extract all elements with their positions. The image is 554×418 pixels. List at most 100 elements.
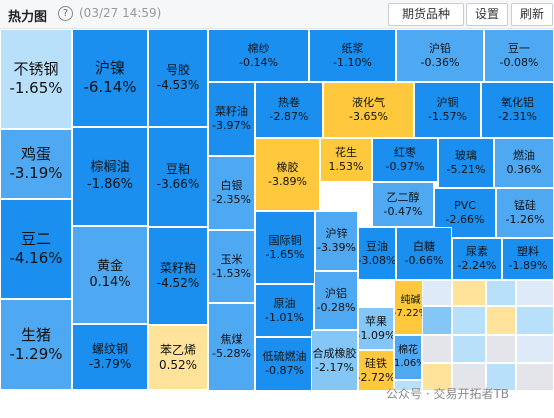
heatmap-cell[interactable] [422,335,452,363]
heatmap-cell[interactable]: 玻璃 -5.21% [438,138,494,188]
heatmap-cell[interactable]: 硅铁 -2.72% [358,350,394,391]
cell-name: 焦煤 [220,333,243,347]
heatmap-cell[interactable] [452,306,486,335]
heatmap-cell[interactable]: 乙二醇 -0.47% [372,182,434,227]
cell-name: 尿素 [466,245,488,259]
cell-name: 菜籽粕 [159,261,196,275]
heatmap-cell[interactable] [516,335,554,363]
heatmap-cell[interactable] [422,306,452,335]
heatmap-cell[interactable]: 棉纱 -0.14% [208,29,309,82]
cell-name: 原油 [273,296,296,310]
heatmap-cell[interactable] [422,280,452,306]
cell-change-percent: -3.08% [358,253,396,267]
cell-change-percent: -0.97% [385,160,425,173]
heatmap-cell[interactable] [486,363,516,391]
heatmap-cell[interactable]: 红枣 -0.97% [372,138,438,182]
heatmap-cell[interactable] [452,363,486,391]
heatmap-cell[interactable]: 塑料 -1.89% [502,238,554,280]
cell-change-percent: -0.87% [265,364,304,377]
cell-change-percent: -3.65% [349,110,388,123]
heatmap-cell[interactable]: 国际铜 -1.65% [255,211,315,284]
cell-change-percent: -1.65% [265,247,305,261]
heatmap-cell[interactable] [452,280,486,306]
cell-name: 豆粕 [165,162,190,176]
heatmap-cell[interactable]: 玉米 -1.53% [208,230,255,303]
heatmap-cell[interactable]: 液化气 -3.65% [323,82,414,138]
heatmap-cell[interactable]: 焦煤 -5.28% [208,303,255,391]
heatmap-cell[interactable]: 苯乙烯 0.52% [148,325,208,390]
futures-variety-button[interactable]: 期货品种 [388,3,464,26]
cell-change-percent: -0.47% [383,204,423,218]
heatmap-cell[interactable] [486,280,516,306]
heatmap-cell[interactable] [516,306,554,335]
heatmap-cell[interactable] [516,280,554,306]
cell-name: 沪铝 [325,286,347,300]
cell-name: PVC [454,199,476,213]
cell-change-percent: -0.08% [499,55,539,69]
cell-name: 红枣 [394,146,416,160]
heatmap-cell[interactable]: 尿素 -2.24% [452,238,502,280]
cell-change-percent: -1.10% [333,55,372,69]
cell-name: 塑料 [517,245,539,259]
heatmap-cell[interactable]: 菜籽粕 -4.52% [148,227,208,325]
heatmap-cell[interactable]: 黄金 0.14% [72,226,148,324]
heatmap-cell[interactable]: 合成橡胶 -2.17% [311,330,358,391]
heatmap-cell[interactable]: 不锈钢 -1.65% [0,29,72,129]
cell-change-percent: -7.22% [394,307,427,319]
heatmap-cell[interactable]: 原油 -1.01% [255,284,314,337]
cell-change-percent: -2.66% [445,213,485,226]
heatmap-cell[interactable]: 豆二 -4.16% [0,199,72,299]
heatmap-cell[interactable]: 橡胶 -3.89% [255,138,320,211]
heatmap-cell[interactable]: 燃油 0.36% [494,138,554,188]
heatmap-cell[interactable]: 豆一 -0.08% [484,29,554,82]
heatmap-cell[interactable] [452,335,486,363]
heatmap-cell[interactable]: 沪铝 -0.28% [314,271,358,330]
cell-name: 沪锌 [325,227,348,241]
help-icon[interactable]: ? [58,6,73,21]
heatmap-cell[interactable]: 沪铅 -0.36% [396,29,484,82]
heatmap-cell[interactable]: 花生 1.53% [320,138,372,182]
heatmap-cell[interactable] [422,363,452,391]
cell-change-percent: -3.89% [268,174,307,188]
heatmap-cell[interactable]: 生猪 -1.29% [0,299,72,390]
cell-change-percent: -1.86% [87,176,133,192]
heatmap-cell[interactable] [394,380,422,391]
heatmap-cell[interactable]: 螺纹钢 -3.79% [72,324,148,390]
heatmap-cell[interactable] [486,335,516,363]
heatmap-cell[interactable]: 氧化铝 -2.31% [481,82,554,138]
heatmap-cell[interactable] [516,363,554,391]
heatmap-cell[interactable]: 白糖 -0.66% [396,227,452,280]
heatmap-cell[interactable]: 鸡蛋 -3.19% [0,129,72,199]
heatmap-cell[interactable]: 菜籽油 -3.97% [208,82,255,156]
heatmap-cell[interactable]: 豆粕 -3.66% [148,127,208,227]
settings-button[interactable]: 设置 [466,3,508,26]
heatmap-cell[interactable]: 沪铜 -1.57% [414,82,481,138]
cell-change-percent: 1.53% [328,160,364,173]
cell-name: 苹果 [365,314,387,328]
heatmap-cell[interactable]: 沪镍 -6.14% [72,29,148,127]
heatmap-cell[interactable]: 热卷 -2.87% [255,82,323,138]
cell-change-percent: -0.14% [239,55,278,69]
cell-change-percent: -4.53% [156,78,200,92]
heatmap-cell[interactable]: 苹果 -1.09% [358,307,394,350]
cell-name: 鸡蛋 [20,145,51,164]
heatmap-cell[interactable]: 豆油 -3.08% [358,227,396,280]
heatmap-cell[interactable]: 沪锌 -3.39% [315,211,358,271]
heatmap-cell[interactable]: 纸浆 -1.10% [309,29,396,82]
refresh-button[interactable]: 刷新 [511,3,553,26]
heatmap-cell[interactable]: 棕榈油 -1.86% [72,127,148,226]
cell-name: 花生 [335,146,357,160]
heatmap-cell[interactable]: 号胶 -4.53% [148,29,208,127]
cell-change-percent: -0.66% [404,253,444,267]
cell-change-percent: -0.28% [316,300,356,314]
cell-name: 生猪 [20,325,51,344]
heatmap-cell[interactable]: 白银 -2.35% [208,156,255,230]
heatmap-cell[interactable]: 低硫燃油 -0.87% [255,337,314,391]
cell-name: 豆一 [508,41,530,55]
heatmap-cell[interactable]: 棉花-1.06% [394,335,422,380]
cell-name: 棉纱 [247,41,270,55]
heatmap-cell[interactable]: 锰硅 -1.26% [496,188,554,238]
heatmap-cell[interactable] [486,306,516,335]
update-time: (03/27 14:59) [79,6,162,20]
cell-name: 锰硅 [514,199,536,213]
